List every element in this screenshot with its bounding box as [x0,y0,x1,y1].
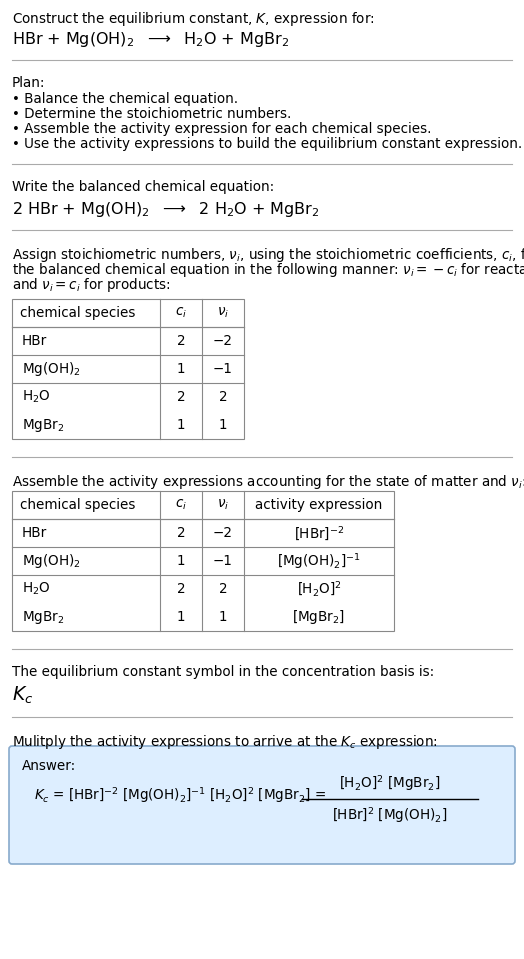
Text: −2: −2 [213,526,233,540]
Text: $c_i$: $c_i$ [175,306,187,320]
Text: [H$_2$O]$^2$ [MgBr$_2$]: [H$_2$O]$^2$ [MgBr$_2$] [340,773,441,793]
Text: 1: 1 [177,362,185,376]
Text: −1: −1 [213,362,233,376]
Text: 2: 2 [177,334,185,348]
Text: 1: 1 [219,610,227,624]
Text: HBr + Mg(OH)$_2$  $\longrightarrow$  H$_2$O + MgBr$_2$: HBr + Mg(OH)$_2$ $\longrightarrow$ H$_2$… [12,30,289,49]
Text: HBr: HBr [22,526,47,540]
Text: Mulitply the activity expressions to arrive at the $K_c$ expression:: Mulitply the activity expressions to arr… [12,733,438,751]
Text: −2: −2 [213,334,233,348]
Text: $K_c$ = [HBr]$^{-2}$ [Mg(OH)$_2$]$^{-1}$ [H$_2$O]$^2$ [MgBr$_2$] =: $K_c$ = [HBr]$^{-2}$ [Mg(OH)$_2$]$^{-1}$… [34,785,326,805]
Text: [H$_2$O]$^2$: [H$_2$O]$^2$ [297,580,341,598]
Text: Answer:: Answer: [22,759,77,773]
Text: MgBr$_2$: MgBr$_2$ [22,609,64,625]
Text: • Balance the chemical equation.: • Balance the chemical equation. [12,92,238,106]
Text: [HBr]$^{-2}$: [HBr]$^{-2}$ [294,524,344,542]
Text: Construct the equilibrium constant, $K$, expression for:: Construct the equilibrium constant, $K$,… [12,10,375,28]
Text: 1: 1 [177,554,185,568]
Text: activity expression: activity expression [255,498,383,512]
Text: • Assemble the activity expression for each chemical species.: • Assemble the activity expression for e… [12,122,431,136]
Text: 1: 1 [177,418,185,432]
Text: chemical species: chemical species [20,498,135,512]
Bar [12,299,244,439]
Text: • Use the activity expressions to build the equilibrium constant expression.: • Use the activity expressions to build … [12,137,522,151]
Text: H$_2$O: H$_2$O [22,581,51,597]
Text: Plan:: Plan: [12,76,46,90]
Text: Mg(OH)$_2$: Mg(OH)$_2$ [22,552,81,570]
Text: $c_i$: $c_i$ [175,498,187,512]
Text: The equilibrium constant symbol in the concentration basis is:: The equilibrium constant symbol in the c… [12,665,434,679]
Text: Assemble the activity expressions accounting for the state of matter and $\nu_i$: Assemble the activity expressions accoun… [12,473,524,491]
Text: and $\nu_i = c_i$ for products:: and $\nu_i = c_i$ for products: [12,276,171,294]
Text: 2: 2 [177,390,185,404]
Text: 2: 2 [177,582,185,596]
Text: the balanced chemical equation in the following manner: $\nu_i = -c_i$ for react: the balanced chemical equation in the fo… [12,261,524,279]
Text: 1: 1 [177,610,185,624]
Text: $K_c$: $K_c$ [12,685,34,706]
Bar [12,491,394,631]
Text: $\nu_i$: $\nu_i$ [217,498,229,512]
Text: −1: −1 [213,554,233,568]
Text: [MgBr$_2$]: [MgBr$_2$] [292,608,345,626]
Text: H$_2$O: H$_2$O [22,388,51,406]
Text: 1: 1 [219,418,227,432]
Text: chemical species: chemical species [20,306,135,320]
Text: MgBr$_2$: MgBr$_2$ [22,416,64,433]
Text: $\nu_i$: $\nu_i$ [217,306,229,320]
FancyBboxPatch shape [9,746,515,864]
Text: 2: 2 [219,390,227,404]
Text: • Determine the stoichiometric numbers.: • Determine the stoichiometric numbers. [12,107,291,121]
Text: Assign stoichiometric numbers, $\nu_i$, using the stoichiometric coefficients, $: Assign stoichiometric numbers, $\nu_i$, … [12,246,524,264]
Text: [Mg(OH)$_2$]$^{-1}$: [Mg(OH)$_2$]$^{-1}$ [277,551,361,571]
Text: [HBr]$^2$ [Mg(OH)$_2$]: [HBr]$^2$ [Mg(OH)$_2$] [332,806,447,825]
Text: 2 HBr + Mg(OH)$_2$  $\longrightarrow$  2 H$_2$O + MgBr$_2$: 2 HBr + Mg(OH)$_2$ $\longrightarrow$ 2 H… [12,200,320,219]
Text: HBr: HBr [22,334,47,348]
Text: 2: 2 [219,582,227,596]
Text: Write the balanced chemical equation:: Write the balanced chemical equation: [12,180,274,194]
Text: Mg(OH)$_2$: Mg(OH)$_2$ [22,360,81,378]
Text: 2: 2 [177,526,185,540]
